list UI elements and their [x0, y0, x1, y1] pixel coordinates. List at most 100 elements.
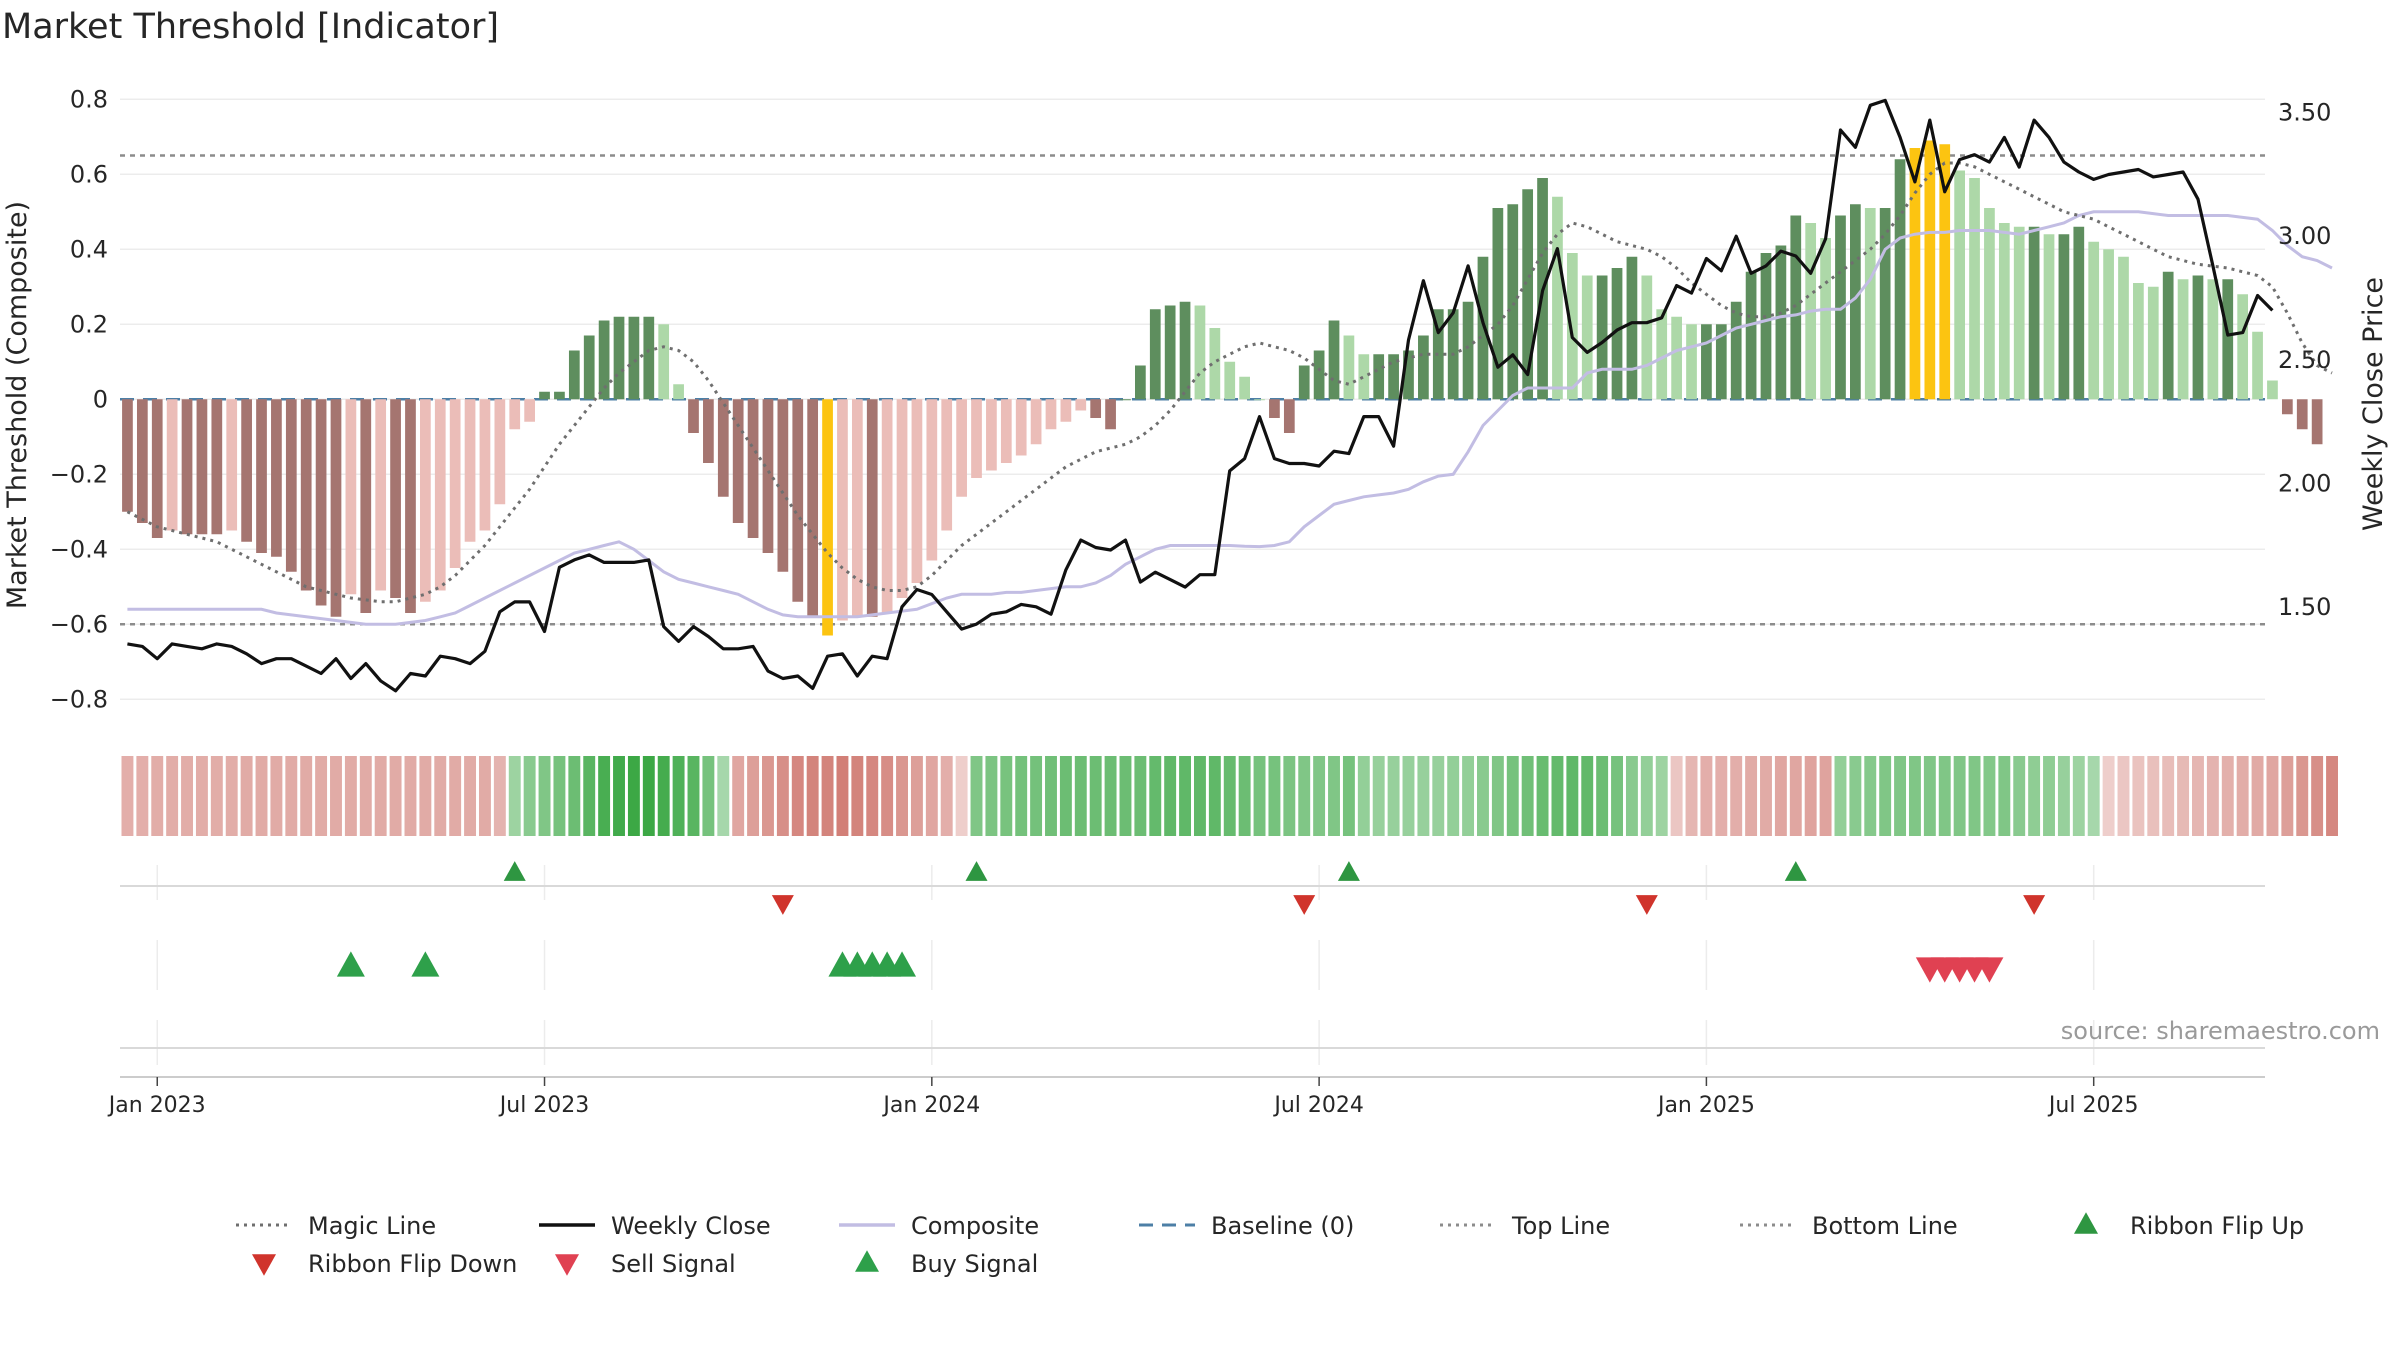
- threshold-bar: [896, 399, 908, 598]
- threshold-bar: [1790, 215, 1802, 400]
- ribbon-cell: [1938, 756, 1951, 836]
- legend-label: Composite: [911, 1212, 1039, 1240]
- threshold-bar: [211, 399, 223, 535]
- ribbon-cell: [1789, 756, 1802, 836]
- ribbon-cell: [1372, 756, 1385, 836]
- threshold-bar: [479, 399, 491, 531]
- y-tick-label-left: 0: [93, 385, 108, 413]
- ribbon-cell: [2251, 756, 2264, 836]
- threshold-bar: [703, 399, 714, 463]
- threshold-bar: [941, 399, 953, 531]
- ribbon-cell: [2192, 756, 2204, 836]
- ribbon-cell: [1030, 756, 1043, 836]
- ribbon-cell: [583, 756, 596, 836]
- ribbon-cell: [1566, 756, 1579, 836]
- y-tick-label-left: −0.8: [50, 685, 108, 713]
- ribbon-cell: [910, 756, 923, 836]
- reference-lines: [120, 154, 2265, 626]
- ribbon-cell: [315, 756, 328, 836]
- ribbon-cell: [1119, 756, 1132, 836]
- ribbon-flip-up-marker: [1337, 861, 1360, 881]
- threshold-bar: [1924, 140, 1936, 400]
- x-tick-label: Jul 2024: [1272, 1093, 1364, 1118]
- threshold-bar: [2013, 226, 2025, 400]
- threshold-bar: [613, 316, 625, 400]
- legend-item: Weekly Close: [539, 1212, 771, 1240]
- threshold-bar: [1671, 316, 1682, 400]
- ribbon-cell: [940, 756, 953, 836]
- ribbon-cell: [1462, 756, 1475, 836]
- magic-line: [126, 161, 2333, 604]
- ribbon-cell: [1968, 756, 1981, 836]
- ribbon-cell: [136, 756, 149, 836]
- ribbon-cell: [1447, 756, 1460, 836]
- ribbon-cell: [1760, 756, 1772, 836]
- x-tick-label: Jan 2023: [107, 1093, 206, 1118]
- threshold-bar: [2267, 380, 2278, 400]
- ribbon-cell: [2326, 756, 2338, 836]
- threshold-bar: [1760, 253, 1772, 400]
- ribbon-cell: [1923, 756, 1936, 836]
- threshold-bar: [2073, 226, 2085, 400]
- ribbon-flip-down-marker: [2023, 895, 2046, 915]
- ribbon-flip-down-marker: [771, 895, 794, 915]
- ribbon-cell: [2281, 756, 2294, 836]
- ribbon-cell: [2162, 756, 2175, 836]
- ribbon-cell: [955, 756, 968, 836]
- threshold-bar: [1418, 335, 1429, 400]
- threshold-bar: [1998, 223, 2010, 400]
- ribbon-cell: [1685, 756, 1698, 836]
- threshold-bar: [360, 399, 372, 613]
- threshold-bar: [971, 399, 982, 478]
- threshold-bar: [1298, 365, 1310, 400]
- threshold-bar: [390, 399, 401, 598]
- ribbon-cell: [1208, 756, 1221, 836]
- signal-markers: [336, 861, 2046, 983]
- threshold-bar: [762, 399, 774, 553]
- threshold-bar: [1909, 148, 1921, 400]
- ribbon-cell: [1357, 756, 1370, 836]
- threshold-bar: [1626, 256, 1638, 400]
- axis-ticks: 0.8 0.6 0.4 0.2 0 −0.2 −0.4 −0.6 −0.8 3.50 3.00 2.5…: [50, 85, 2332, 1118]
- ribbon-cell: [747, 756, 760, 836]
- threshold-bar: [1209, 328, 1221, 400]
- threshold-bar: [1954, 170, 1965, 400]
- ribbon-cell: [1670, 756, 1683, 836]
- ribbon-cell: [1625, 756, 1638, 836]
- y-tick-label-right: 3.50: [2278, 99, 2331, 127]
- threshold-bar: [2207, 279, 2219, 400]
- threshold-bar: [464, 399, 476, 542]
- y-axis-label-right: Weekly Close Price: [2358, 277, 2389, 531]
- y-tick-label-right: 1.50: [2278, 593, 2331, 621]
- ribbon-cell: [2132, 756, 2145, 836]
- ribbon-cell: [970, 756, 983, 836]
- threshold-bar: [568, 350, 580, 400]
- threshold-bar: [986, 399, 997, 471]
- legend-label: Ribbon Flip Up: [2130, 1212, 2304, 1240]
- ribbon-cell: [166, 756, 179, 836]
- threshold-bars: [122, 140, 2323, 636]
- threshold-bar: [807, 399, 819, 617]
- threshold-bar: [509, 399, 521, 430]
- threshold-bar: [2222, 279, 2234, 400]
- ribbon-cell: [2043, 756, 2055, 836]
- threshold-bar: [2252, 331, 2263, 400]
- ribbon-flip-up-marker: [503, 861, 526, 881]
- ribbon-cell: [836, 756, 849, 836]
- ribbon-cell: [1715, 756, 1728, 836]
- threshold-bar: [2133, 283, 2144, 400]
- ribbon-cell: [1804, 756, 1817, 836]
- threshold-bar: [539, 391, 550, 400]
- ribbon-cell: [1596, 756, 1609, 836]
- threshold-bar: [122, 399, 133, 512]
- threshold-bar: [420, 399, 431, 602]
- ribbon-cell: [2072, 756, 2085, 836]
- threshold-bar: [196, 399, 208, 535]
- ribbon-cell: [1045, 756, 1057, 836]
- threshold-bar: [2043, 234, 2055, 400]
- legend-item: Top Line: [1440, 1212, 1610, 1240]
- ribbon-cell: [717, 756, 730, 836]
- ribbon-cell: [1700, 756, 1713, 836]
- threshold-bar: [1745, 271, 1757, 400]
